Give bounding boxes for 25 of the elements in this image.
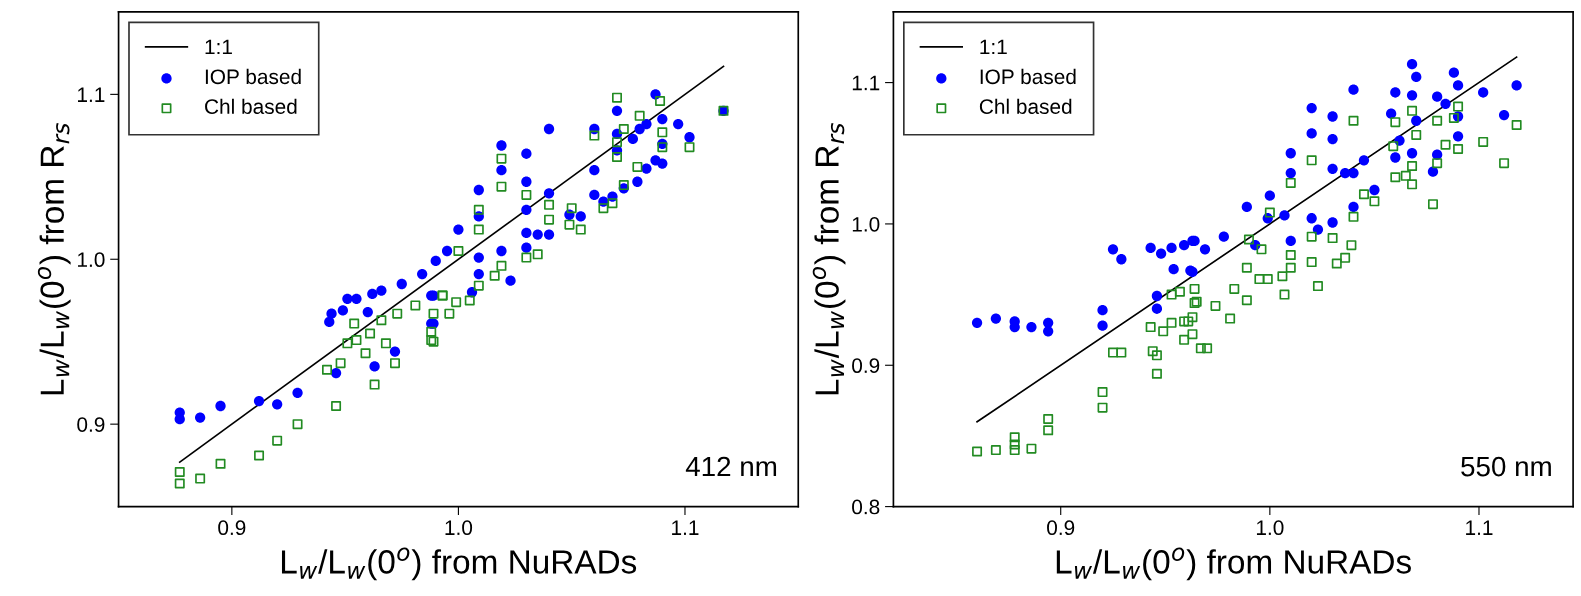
legend-label: Chl based (205, 98, 297, 114)
x-tick-label: 0.9 (1047, 520, 1075, 536)
y-tick-label: 0.9 (852, 358, 880, 374)
legend-label: IOP based (980, 68, 1076, 85)
x-tick-label: 1.1 (1466, 520, 1493, 535)
y-tick-label: 1.1 (852, 75, 880, 91)
legend-label: 1:1 (980, 39, 1007, 55)
x-tick-label: 1.0 (1256, 520, 1284, 536)
y-tick-label: 0.9 (77, 417, 105, 432)
y-tick-label: 1.0 (78, 252, 105, 268)
y-tick-label: 1.1 (78, 87, 105, 102)
annotation: 412 nm (685, 456, 777, 477)
y-tick-label: 1.0 (852, 216, 880, 232)
legend-label: 1:1 (205, 39, 232, 55)
x-tick-label: 1.1 (672, 520, 699, 535)
x-axis-title: L$_{w}$/L$_{w}$(0$^{o}$) from NuRADs (1056, 547, 1411, 581)
y-tick-label: 0.8 (852, 499, 880, 515)
y-axis-title: L$_{w}$/L$_{w}$(0$^{o}$) from R$_{rs}$ (812, 123, 846, 395)
x-tick-label: 0.9 (218, 520, 246, 536)
y-axis-title: L$_{w}$/L$_{w}$(0$^{o}$) from R$_{rs}$ (37, 123, 71, 395)
annotation: 550 nm (1461, 456, 1551, 477)
legend-label: IOP based (205, 68, 301, 85)
x-axis-title: L$_{w}$/L$_{w}$(0$^{o}$) from NuRADs (281, 547, 637, 581)
x-tick-label: 1.0 (445, 520, 473, 536)
legend-label: Chl based (979, 98, 1072, 114)
